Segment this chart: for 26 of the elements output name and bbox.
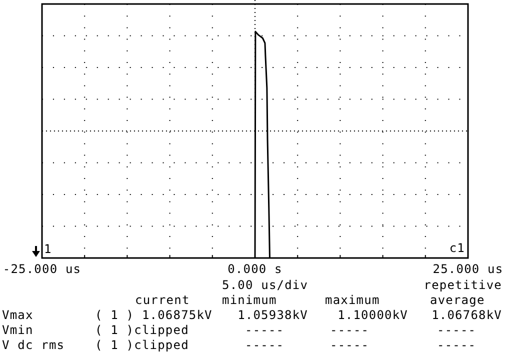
text: 1.10000kV <box>338 308 408 322</box>
annotation: c1 <box>449 241 465 255</box>
text: Vmax <box>2 308 34 322</box>
x-tick-label: 25.000 us <box>432 262 504 276</box>
text: ----- <box>330 323 370 337</box>
text: ----- <box>437 323 476 337</box>
annotation: 1 <box>44 242 52 256</box>
text: 1.05938kV <box>238 308 308 322</box>
text: ----- <box>245 323 284 337</box>
text: repetitive <box>424 278 502 292</box>
text: 5.00 us/div <box>222 278 308 292</box>
text: 1.06768kV <box>432 308 502 322</box>
text: minimum <box>222 293 277 307</box>
x-tick-label: -25.000 us <box>2 262 82 276</box>
text: ----- <box>437 338 476 352</box>
text: maximum <box>325 293 380 307</box>
text: ----- <box>245 338 284 352</box>
text: ( 1 )clipped <box>95 323 189 337</box>
x-tick-label: 0.000 s <box>228 262 282 276</box>
text: ( 1 )clipped <box>95 338 189 352</box>
text: Vmin <box>2 323 34 337</box>
text: V dc rms <box>2 338 65 352</box>
text: average <box>430 293 485 307</box>
text: current <box>135 293 190 307</box>
text: ----- <box>330 338 370 352</box>
text: ( 1 ) 1.06875kV <box>95 308 212 322</box>
